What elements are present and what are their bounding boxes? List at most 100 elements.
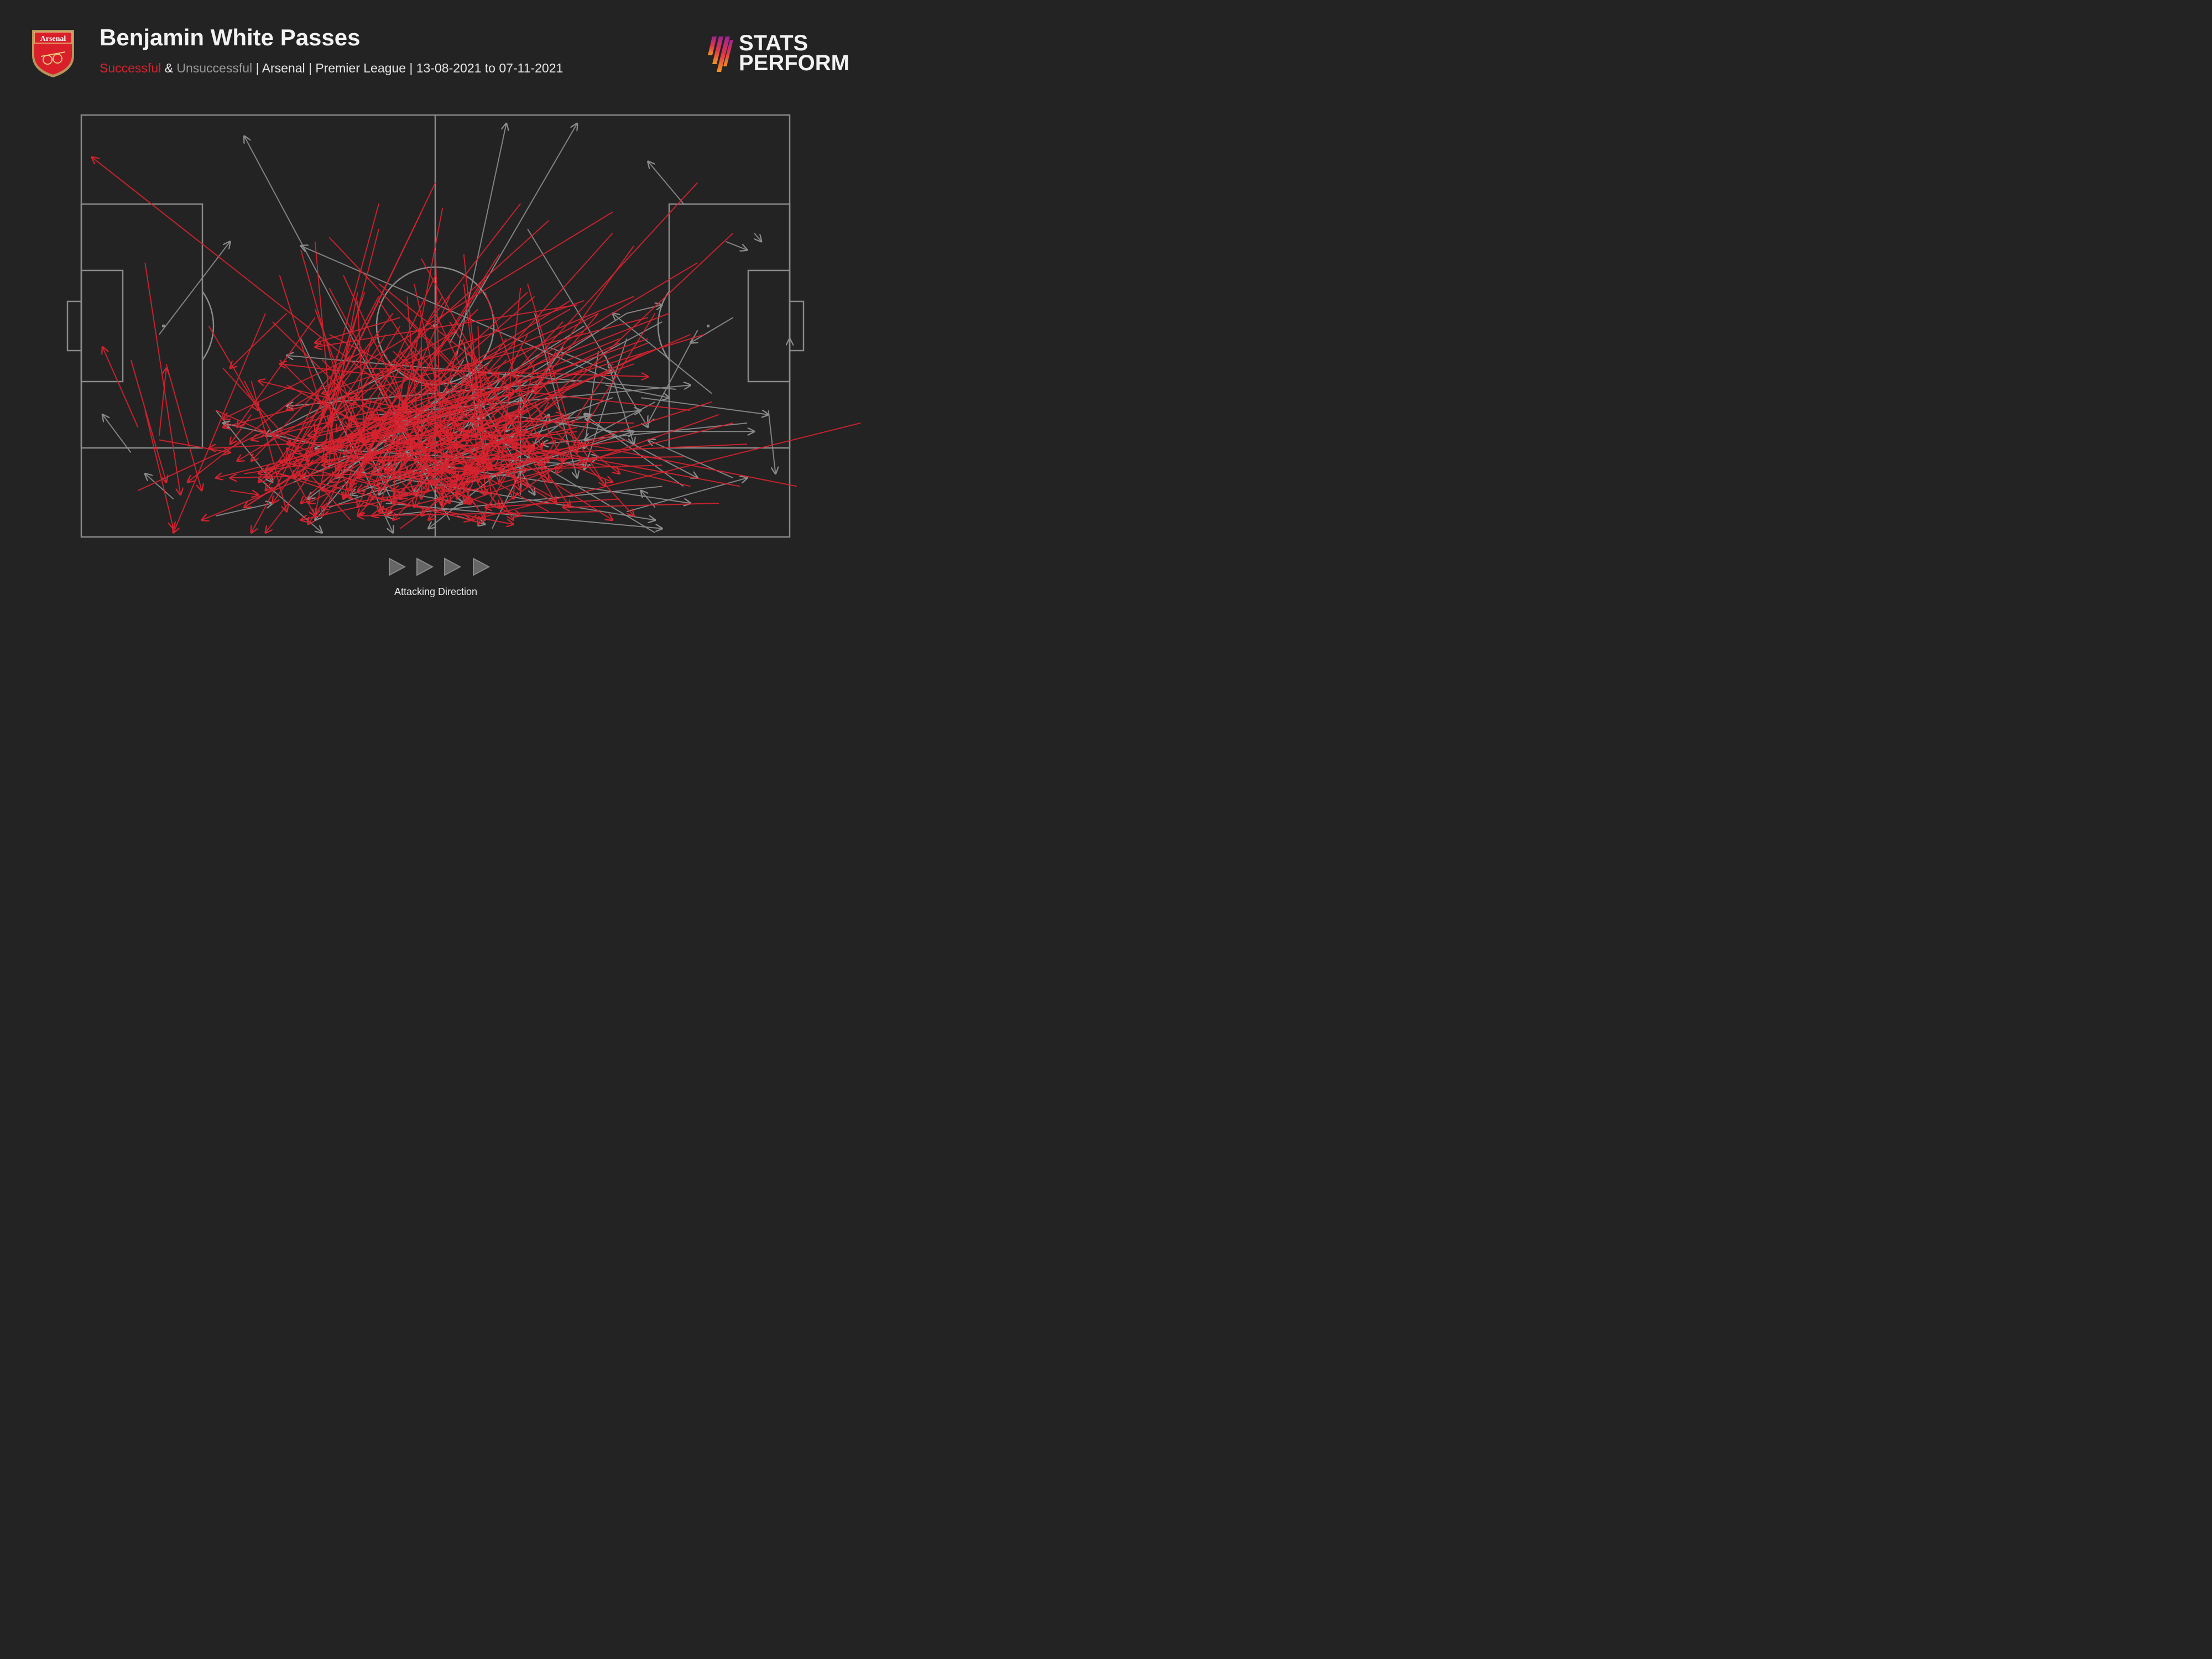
unsuccessful-pass xyxy=(585,401,656,440)
unsuccessful-pass xyxy=(102,415,132,453)
left-six-yard-box xyxy=(80,269,124,383)
pass-map-chart xyxy=(66,114,861,538)
successful-pass xyxy=(265,334,379,491)
successful-pass xyxy=(286,448,351,521)
successful-pass xyxy=(535,351,557,393)
right-penalty-arc xyxy=(657,291,670,361)
unsuccessful-pass xyxy=(754,232,761,242)
successful-pass xyxy=(328,237,485,402)
unsuccessful-pass xyxy=(562,410,641,420)
successful-pass xyxy=(421,258,556,503)
successful-pass xyxy=(230,414,252,444)
unsuccessful-pass xyxy=(648,161,684,204)
successful-pass xyxy=(400,431,471,462)
successful-pass xyxy=(308,203,379,465)
successful-pass xyxy=(478,334,528,431)
successful-pass xyxy=(92,157,436,428)
successful-pass xyxy=(336,325,401,432)
successful-pass xyxy=(321,359,379,419)
successful-pass xyxy=(407,440,436,453)
successful-pass xyxy=(520,347,606,487)
legend-successful: Successful xyxy=(100,61,161,75)
successful-pass xyxy=(399,426,442,469)
successful-pass xyxy=(449,321,549,482)
successful-pass xyxy=(358,296,451,508)
unsuccessful-pass xyxy=(585,415,684,487)
unsuccessful-pass xyxy=(768,410,776,473)
successful-pass xyxy=(265,203,521,533)
successful-pass xyxy=(329,334,387,423)
unsuccessful-pass xyxy=(648,330,698,423)
successful-pass xyxy=(435,444,457,487)
unsuccessful-pass xyxy=(145,474,174,500)
successful-pass xyxy=(477,372,520,491)
subtitle-amp: & xyxy=(161,61,177,75)
successful-pass xyxy=(555,431,634,516)
successful-pass xyxy=(407,380,472,474)
left-penalty-box xyxy=(80,203,204,449)
successful-pass xyxy=(378,498,513,524)
direction-arrow-icon xyxy=(444,557,462,576)
successful-pass xyxy=(144,410,173,529)
unsuccessful-pass xyxy=(691,317,734,343)
successful-pass xyxy=(477,326,485,495)
successful-pass xyxy=(456,436,485,491)
right-penalty-box xyxy=(668,203,791,449)
successful-pass xyxy=(577,414,719,466)
unsuccessful-pass xyxy=(216,503,272,517)
successful-pass xyxy=(265,312,394,478)
successful-pass xyxy=(315,304,577,347)
successful-pass xyxy=(328,333,428,385)
chart-subtitle: Successful & Unsuccessful | Arsenal | Pr… xyxy=(100,61,563,76)
subtitle-details: | Arsenal | Premier League | 13-08-2021 … xyxy=(252,61,564,75)
successful-pass xyxy=(258,351,415,482)
successful-pass xyxy=(280,461,379,487)
successful-pass xyxy=(414,405,492,469)
successful-pass xyxy=(159,439,230,453)
successful-pass xyxy=(202,481,294,520)
successful-pass xyxy=(450,321,564,440)
successful-pass xyxy=(272,321,372,419)
successful-pass xyxy=(393,393,401,503)
successful-pass xyxy=(351,398,797,487)
successful-pass xyxy=(208,325,259,411)
successful-pass xyxy=(393,359,464,415)
successful-pass xyxy=(429,359,507,445)
successful-pass xyxy=(286,388,500,444)
successful-pass xyxy=(378,283,620,473)
unsuccessful-pass xyxy=(648,440,733,479)
successful-pass xyxy=(464,296,634,368)
successful-pass xyxy=(138,431,265,491)
successful-pass xyxy=(358,511,599,516)
successful-pass xyxy=(130,359,166,482)
attacking-direction-arrows xyxy=(389,557,491,576)
successful-pass xyxy=(436,461,493,479)
stats-perform-logo-icon xyxy=(708,36,733,72)
successful-pass xyxy=(230,312,288,368)
unsuccessful-pass xyxy=(627,305,662,314)
cannon-icon xyxy=(40,51,66,65)
successful-pass xyxy=(237,317,316,427)
successful-pass xyxy=(314,241,336,478)
right-goal xyxy=(789,300,805,352)
successful-pass xyxy=(322,405,478,444)
successful-pass xyxy=(414,393,451,495)
direction-arrow-icon xyxy=(473,557,491,576)
unsuccessful-pass xyxy=(449,123,577,343)
chart-title: Benjamin White Passes xyxy=(100,24,361,50)
successful-pass xyxy=(499,439,549,461)
brand-line-1: STATS xyxy=(739,31,808,55)
successful-pass xyxy=(351,254,500,487)
successful-pass xyxy=(315,292,358,515)
unsuccessful-pass xyxy=(385,502,662,529)
successful-passes xyxy=(92,157,861,533)
successful-pass xyxy=(229,491,258,495)
successful-pass xyxy=(273,389,351,503)
legend-unsuccessful: Unsuccessful xyxy=(176,61,253,75)
left-penalty-arc xyxy=(201,291,215,361)
successful-pass xyxy=(393,405,444,478)
successful-pass xyxy=(372,355,422,499)
successful-pass xyxy=(392,435,471,503)
successful-pass xyxy=(414,351,457,507)
successful-pass xyxy=(322,300,585,394)
